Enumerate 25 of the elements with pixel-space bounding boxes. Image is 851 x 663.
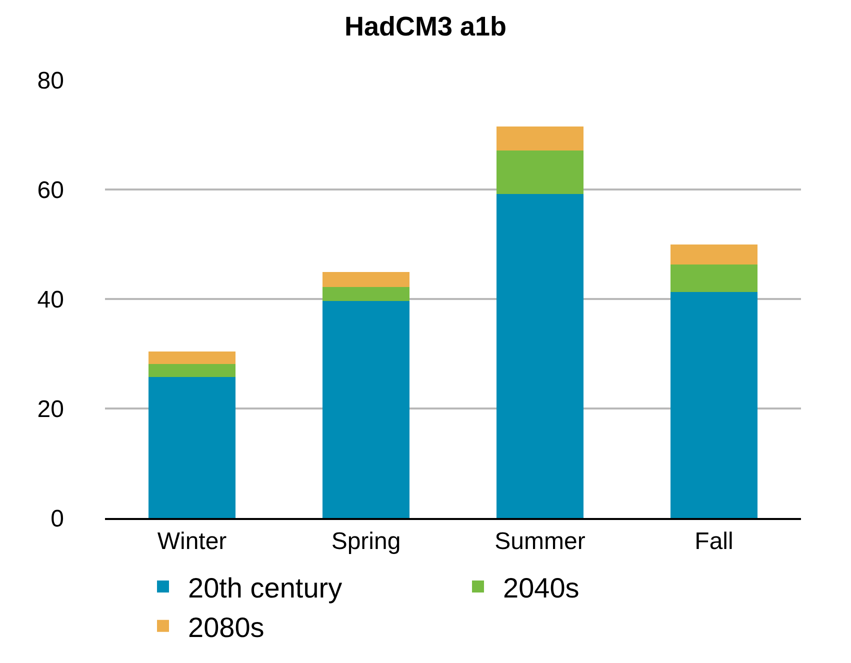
bar bbox=[148, 376, 236, 518]
bar bbox=[670, 292, 758, 518]
y-tick-label: 80 bbox=[37, 67, 64, 94]
bar bbox=[148, 364, 236, 377]
bar bbox=[670, 264, 758, 292]
bar bbox=[496, 150, 584, 194]
bar bbox=[322, 286, 410, 302]
x-tick-label: Summer bbox=[494, 528, 586, 555]
bar bbox=[496, 194, 584, 518]
legend-label: 2040s bbox=[503, 572, 580, 604]
x-tick-label: Winter bbox=[157, 528, 227, 555]
x-tick-label: Spring bbox=[331, 528, 401, 555]
bar bbox=[322, 301, 410, 518]
bar bbox=[322, 272, 410, 287]
bar bbox=[148, 352, 236, 364]
x-tick-label: Fall bbox=[694, 528, 734, 555]
y-tick-label: 40 bbox=[37, 286, 64, 314]
bar bbox=[670, 244, 758, 265]
y-tick-label: 60 bbox=[37, 176, 64, 204]
y-tick-label: 0 bbox=[50, 505, 64, 532]
legend-label: 2080s bbox=[188, 612, 264, 643]
bar bbox=[496, 126, 584, 151]
legend-label: 20th century bbox=[188, 572, 342, 604]
y-tick-label: 20 bbox=[37, 396, 64, 423]
chart-title: HadCM3 a1b bbox=[344, 11, 507, 42]
